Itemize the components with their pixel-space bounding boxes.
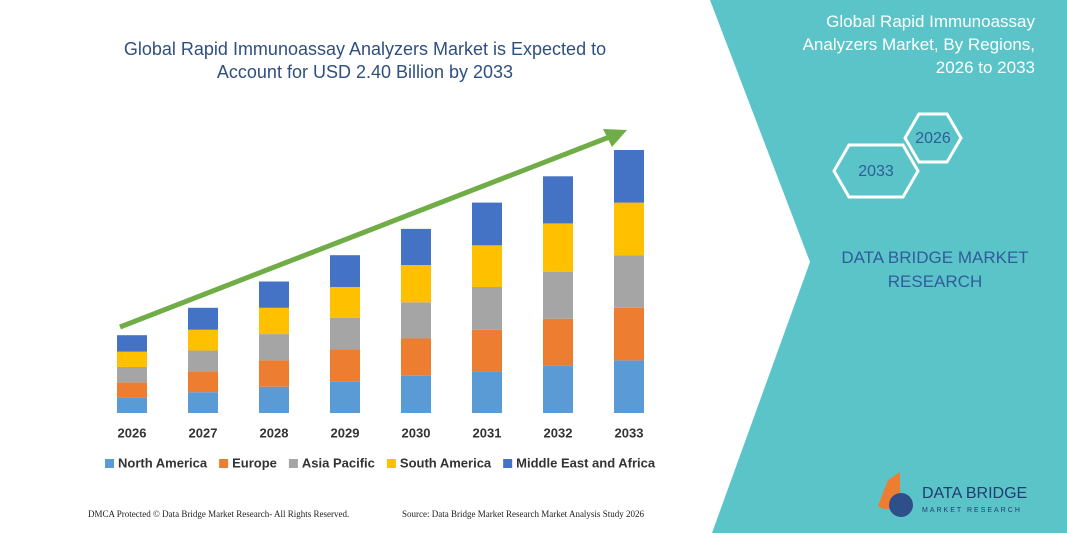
bar-segment [472, 329, 502, 372]
bar-segment [259, 386, 289, 413]
bar-segment [117, 382, 147, 398]
bar-segment [188, 371, 218, 393]
bar-segment [259, 334, 289, 361]
legend-label: North America [118, 455, 208, 470]
footer-left: DMCA Protected © Data Bridge Market Rese… [88, 509, 350, 519]
x-tick-label: 2027 [189, 425, 218, 440]
bar-segment [330, 349, 360, 382]
bar-segment [330, 317, 360, 350]
bar-segment [330, 286, 360, 318]
bar-segment [117, 366, 147, 383]
bar-segment [188, 329, 218, 351]
bar-segment [614, 150, 644, 203]
bar-segment [330, 255, 360, 287]
side-panel-bg [710, 0, 1067, 533]
x-tick-label: 2029 [331, 425, 360, 440]
bar-segment [614, 360, 644, 413]
bar-segment [614, 255, 644, 308]
bar-segment [259, 281, 289, 308]
chart-title: Global Rapid Immunoassay Analyzers Marke… [123, 39, 607, 82]
legend-swatch [219, 459, 229, 468]
bar-segment [330, 381, 360, 413]
bar-segment [472, 371, 502, 413]
bar-segment [188, 350, 218, 372]
logo-tagline: MARKET RESEARCH [922, 507, 1022, 514]
bar-segment [543, 365, 573, 413]
legend-label: South America [400, 455, 492, 470]
bar-segment [117, 351, 147, 367]
bar-segment [188, 307, 218, 330]
plot: 2026 2027 2028 2029 2030 2031 2032 2033 North Am… [105, 150, 656, 470]
bar-segment [401, 228, 431, 266]
bar-segment [401, 302, 431, 339]
bar-segment [472, 245, 502, 287]
bar-segment [472, 202, 502, 246]
x-tick-label: 2032 [544, 425, 573, 440]
bar-segment [401, 375, 431, 413]
bar-segment [543, 318, 573, 366]
footer-right: Source: Data Bridge Market Research Mark… [402, 509, 644, 519]
bar-segment [614, 202, 644, 256]
bar-segment [401, 338, 431, 376]
side-title: Global Rapid Immunoassay Analyzers Marke… [802, 12, 1035, 77]
trend-arrow-head [603, 129, 627, 147]
legend-label: Middle East and Africa [516, 455, 656, 470]
hexagon [832, 143, 920, 199]
x-tick-label: 2031 [473, 425, 502, 440]
bar-segment [543, 176, 573, 224]
brand: DATA BRIDGE MARKET RESEARCH [841, 248, 1029, 291]
legend-swatch [503, 459, 513, 468]
legend-swatch [105, 459, 114, 468]
x-tick-label: 2028 [260, 425, 289, 440]
bar-segment [472, 286, 502, 330]
bar-segment [117, 397, 147, 413]
hexagon [903, 112, 963, 164]
logo-icon [889, 493, 913, 517]
legend-label: Asia Pacific [302, 455, 375, 470]
x-tick-label: 2033 [615, 425, 644, 440]
bar-segment [188, 392, 218, 413]
logo-name: DATA BRIDGE [922, 485, 1027, 502]
x-tick-label: 2026 [118, 425, 147, 440]
bar-segment [117, 335, 147, 352]
trend-arrow [119, 133, 613, 330]
bar-segment [259, 360, 289, 387]
hex-label: 2026 [915, 130, 951, 147]
legend-swatch [386, 459, 396, 468]
x-tick-label: 2030 [402, 425, 431, 440]
legend-label: Europe [232, 455, 277, 470]
bar-segment [259, 307, 289, 335]
bar-segment [543, 271, 573, 319]
bar-segment [614, 307, 644, 361]
bar-segment [543, 223, 573, 272]
bar-segment [401, 265, 431, 303]
legend-swatch [288, 459, 298, 468]
hex-label: 2033 [858, 163, 894, 180]
